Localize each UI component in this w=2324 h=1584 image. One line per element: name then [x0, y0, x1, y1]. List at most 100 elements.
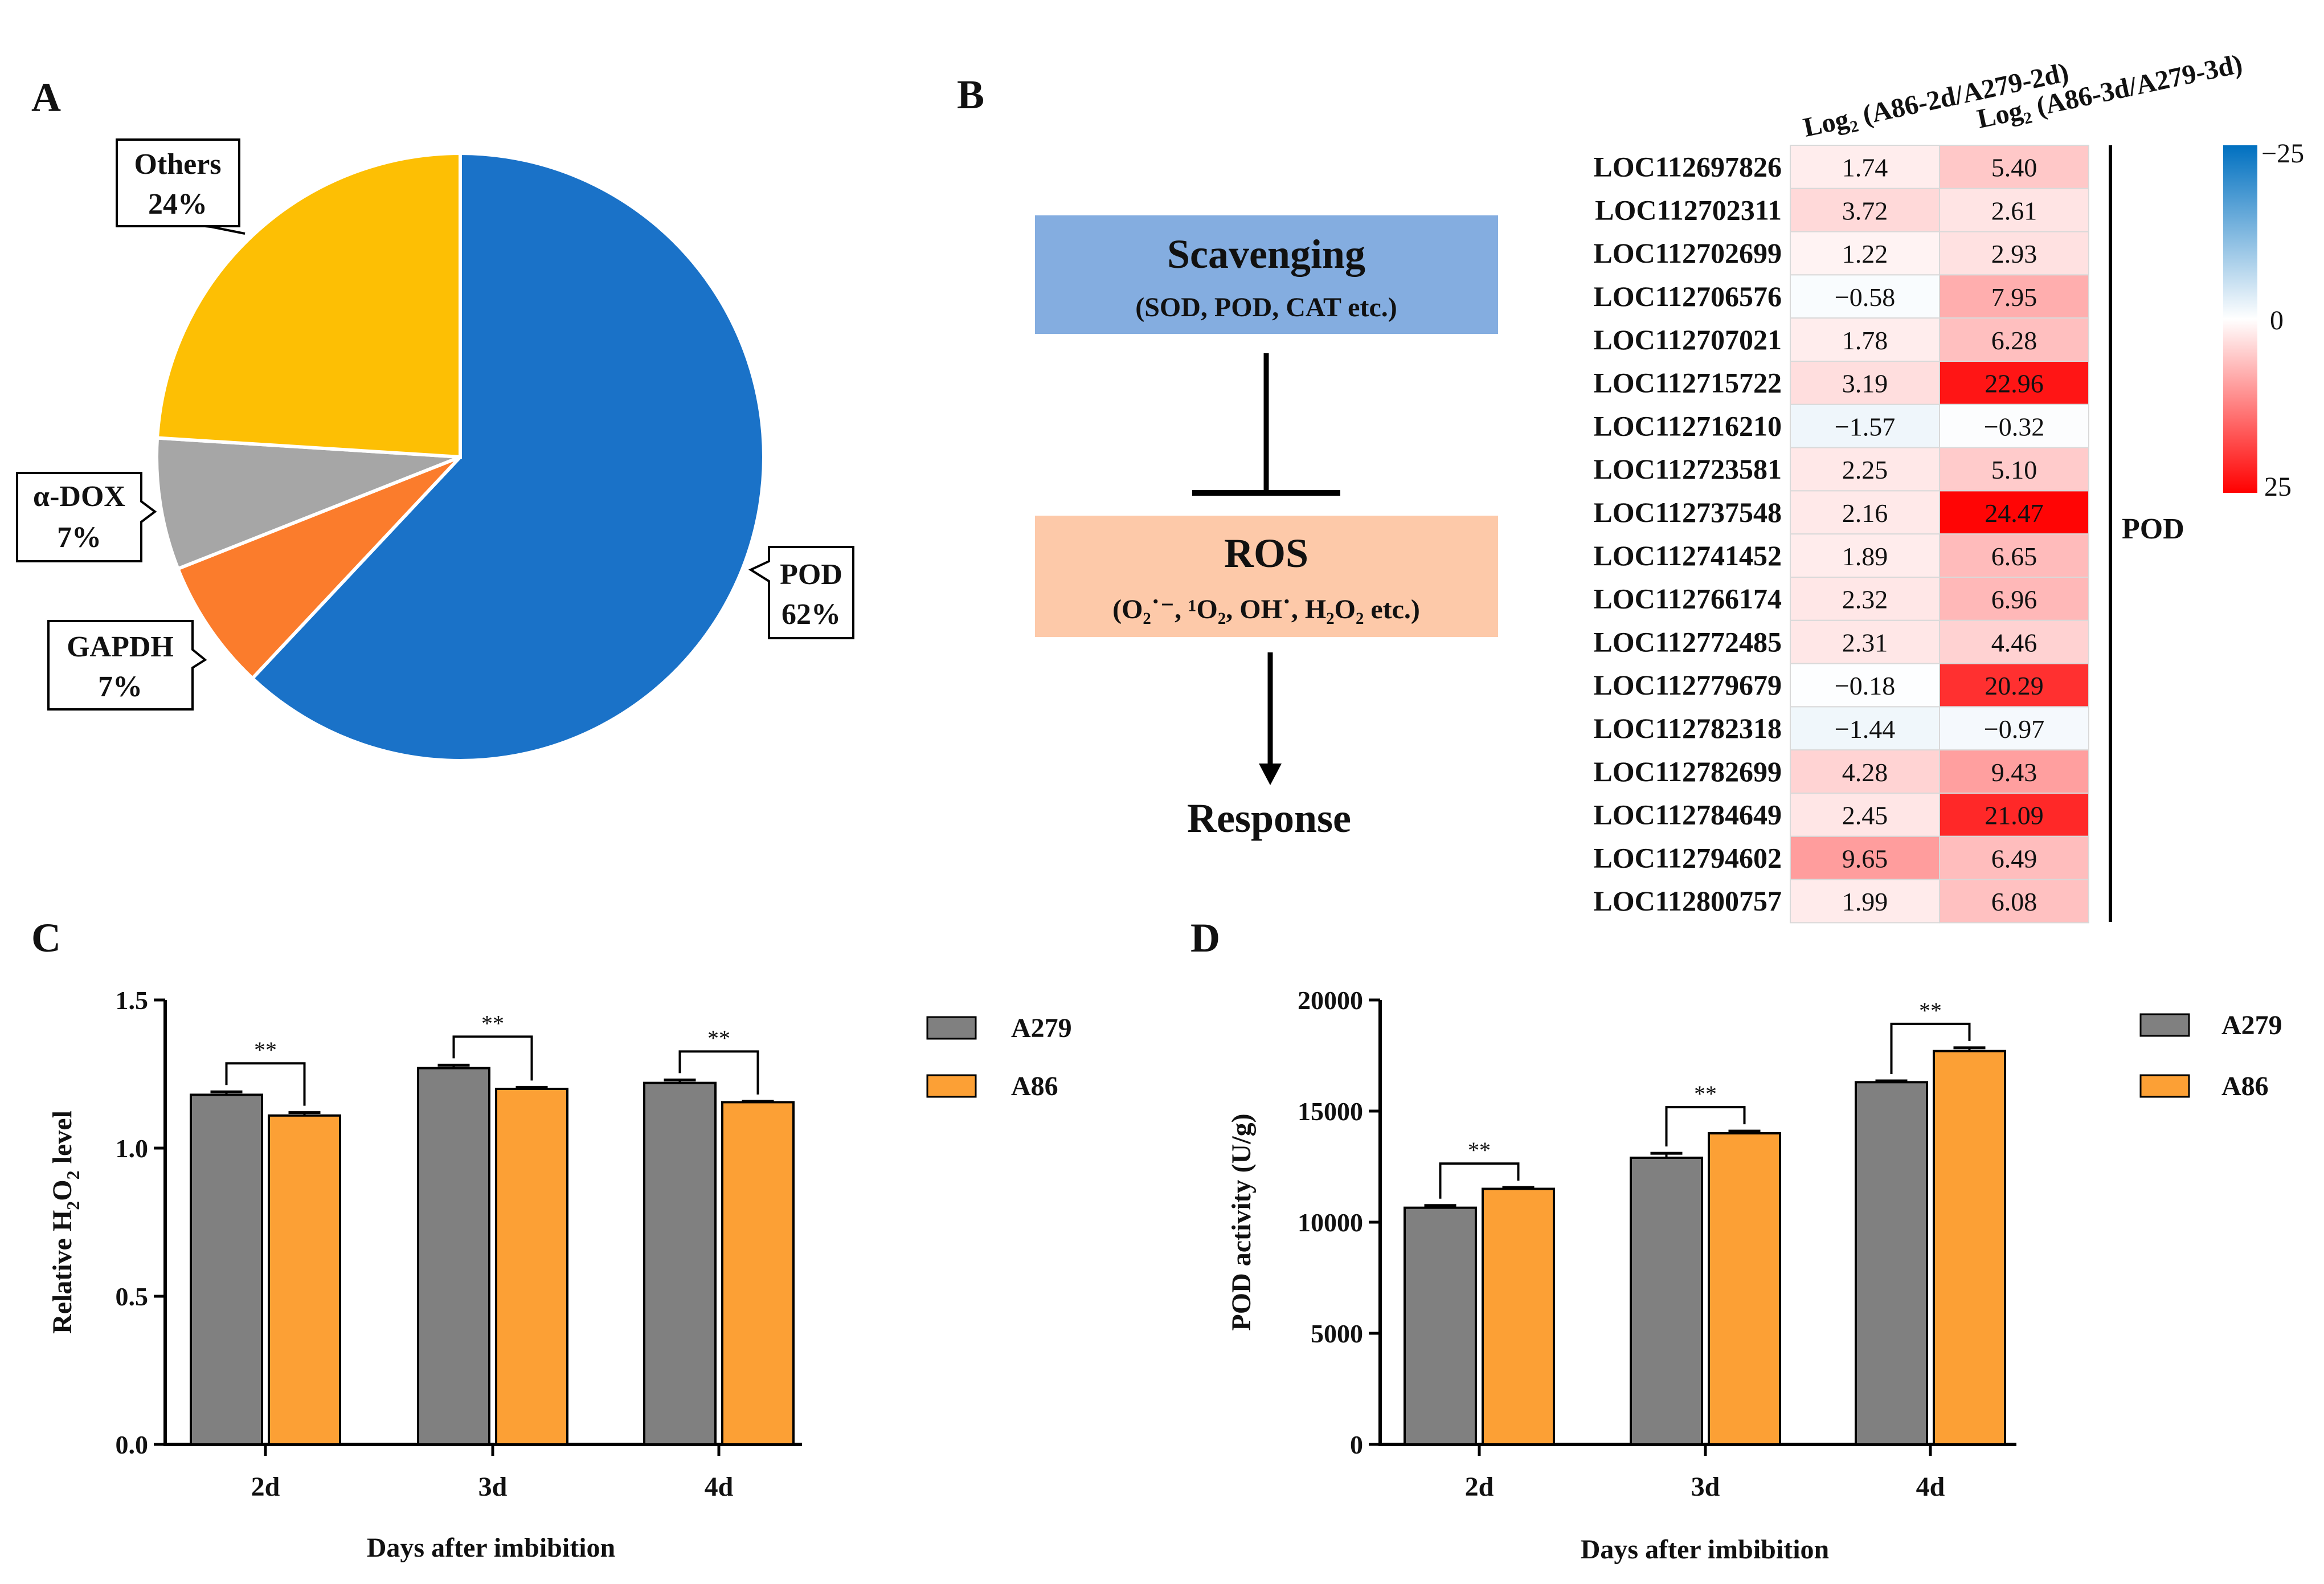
heatmap-gene-label: LOC112779679: [1593, 669, 1782, 701]
chart-c-h2o2: 0.0 0.5 1.0 1.5 2d ** 3d ** 4d ** Relative H2O2 l…: [47, 986, 1072, 1563]
heatmap-cell-value: 1.74: [1842, 153, 1888, 182]
chart-c-legend-label-a279: A279: [1011, 1013, 1072, 1043]
color-scale-max-label: −25: [2261, 138, 2304, 169]
heatmap-cell: [1939, 793, 2089, 837]
chart-d-legend-label-a86: A86: [2221, 1071, 2269, 1101]
heatmap-cell-value: 3.19: [1842, 369, 1888, 398]
heatmap-cell-value: 5.10: [1991, 455, 2037, 484]
heatmap-gene-label: LOC112782699: [1593, 756, 1782, 787]
pie-label-gapdh: GAPDH 7%: [47, 620, 207, 711]
heatmap-cell-value: 2.61: [1991, 196, 2037, 225]
chart-d-legend-swatch-a86: [2139, 1074, 2190, 1098]
pie-slice-gapdh: [175, 455, 462, 681]
heatmap-cell: [1939, 317, 2089, 362]
pie-slice-adox: [155, 436, 461, 571]
heatmap-cell: [1939, 490, 2089, 535]
chart-c-bar-a279: [417, 1067, 490, 1446]
group-label-pod: POD: [2122, 513, 2184, 545]
heatmap-cell: [1790, 835, 1940, 880]
pie-label-others-name: Others: [134, 148, 221, 181]
pie-chart: Others 24% α-DOX 7% GAPDH 7% POD 62%: [16, 138, 854, 762]
chart-d-y-label: POD activity (U/g): [1226, 1113, 1257, 1330]
chart-d-bar-a86: [1933, 1050, 2006, 1446]
heatmap-cell-value: 2.16: [1842, 499, 1888, 528]
heatmap-cell: [1790, 317, 1940, 362]
chart-d-x-label: Days after imbibition: [1581, 1534, 1829, 1565]
scavenging-box: [1035, 215, 1498, 334]
heatmap-cell-value: 21.09: [1985, 801, 2044, 830]
heatmap-cell-value: −0.18: [1835, 671, 1895, 700]
heatmap-cell: [1790, 274, 1940, 319]
heatmap-cell: [1790, 619, 1940, 664]
scavenging-title: Scavenging: [1167, 231, 1365, 277]
heatmap-cell: [1939, 187, 2089, 232]
heatmap-cell-value: 24.47: [1985, 499, 2044, 528]
chart-d-x-tick-label: 3d: [1691, 1472, 1720, 1502]
heatmap-cell: [1790, 231, 1940, 276]
heatmap-gene-label: LOC112772485: [1593, 626, 1782, 658]
heatmap-cell-value: 1.89: [1842, 542, 1888, 571]
heatmap-cell-value: 9.43: [1991, 758, 2037, 787]
heatmap-cell-value: 1.99: [1842, 887, 1888, 916]
heatmap-cell-value: −0.32: [1984, 412, 2044, 441]
heatmap-cell-value: 9.65: [1842, 844, 1888, 873]
heatmap-cell-value: 4.46: [1991, 628, 2037, 657]
heatmap-cell-value: 2.45: [1842, 801, 1888, 830]
heatmap-cell-value: −0.58: [1835, 283, 1895, 312]
chart-d-significance-bracket: [1439, 1162, 1520, 1199]
heatmap-cell-value: 4.28: [1842, 758, 1888, 787]
chart-d-y-tick-label: 10000: [1298, 1208, 1363, 1237]
heatmap-cell-value: 2.32: [1842, 585, 1888, 614]
heatmap-gene-label: LOC112716210: [1593, 410, 1782, 442]
chart-c-significance-label: **: [481, 1010, 504, 1036]
heatmap-cell-value: −1.44: [1835, 715, 1895, 744]
heatmap-cell-value: 2.31: [1842, 628, 1888, 657]
heatmap: Log₂ (A86-2d/A279-2d) Log₂ (A86-3d/A279-…: [1593, 48, 2304, 924]
pie-slice-pod: [249, 151, 766, 762]
chart-d-legend-swatch-a279: [2139, 1013, 2190, 1037]
heatmap-cell-value: 6.08: [1991, 887, 2037, 916]
pie-label-gapdh-value: 7%: [98, 671, 142, 703]
heatmap-cell: [1790, 403, 1940, 448]
chart-c-significance-bracket: [225, 1062, 306, 1106]
heatmap-cell: [1790, 749, 1940, 794]
chart-c-y-label: Relative H2O2 level: [47, 1111, 83, 1334]
ros-title: ROS: [1224, 530, 1308, 576]
heatmap-gene-label: LOC112702699: [1593, 237, 1782, 269]
pie-label-pod: POD 62%: [748, 546, 854, 639]
heatmap-gene-label: LOC112794602: [1593, 842, 1782, 873]
chart-d-bar-a279: [1404, 1206, 1477, 1446]
heatmap-cell: [1939, 879, 2089, 924]
heatmap-gene-label: LOC112707021: [1593, 324, 1782, 356]
heatmap-cell: [1790, 490, 1940, 535]
ros-subtitle: (O₂˙⁻, ¹O₂, OH˙, H₂O₂ etc.): [1112, 594, 1420, 624]
pie-label-adox-value: 7%: [57, 521, 101, 554]
heatmap-gene-label: LOC112737548: [1593, 496, 1782, 528]
arrow-head: [1259, 764, 1282, 785]
heatmap-cell: [1939, 619, 2089, 664]
chart-c-x-label: Days after imbibition: [367, 1533, 615, 1563]
panel-letter-a: A: [31, 75, 61, 120]
color-scale-min-label: 25: [2264, 472, 2292, 502]
pie-label-pod-value: 62%: [782, 598, 841, 631]
pie-label-others-value: 24%: [148, 188, 207, 221]
heatmap-cell-value: 20.29: [1985, 671, 2044, 700]
chart-c-bar-a86: [721, 1101, 795, 1446]
heatmap-cell: [1790, 663, 1940, 708]
heatmap-cell-value: 2.93: [1991, 239, 2037, 268]
heatmap-gene-label: LOC112782318: [1593, 712, 1782, 744]
chart-c-legend-label-a86: A86: [1011, 1071, 1058, 1101]
panel-letter-d: D: [1190, 915, 1220, 961]
panel-letter-c: C: [31, 915, 61, 961]
heatmap-cell: [1939, 447, 2089, 492]
chart-d-significance-bracket: [1665, 1106, 1746, 1147]
chart-d-bar-a86: [1482, 1187, 1555, 1446]
heatmap-cell: [1790, 879, 1940, 924]
ros-box: [1035, 516, 1498, 637]
heatmap-cell: [1939, 403, 2089, 448]
chart-d-y-tick-label: 20000: [1298, 986, 1363, 1015]
heatmap-gene-label: LOC112723581: [1593, 453, 1782, 485]
chart-c-legend-swatch-a279: [926, 1016, 977, 1040]
ros-scheme: Scavenging (SOD, POD, CAT etc.) ROS (O₂˙…: [1035, 215, 1498, 841]
